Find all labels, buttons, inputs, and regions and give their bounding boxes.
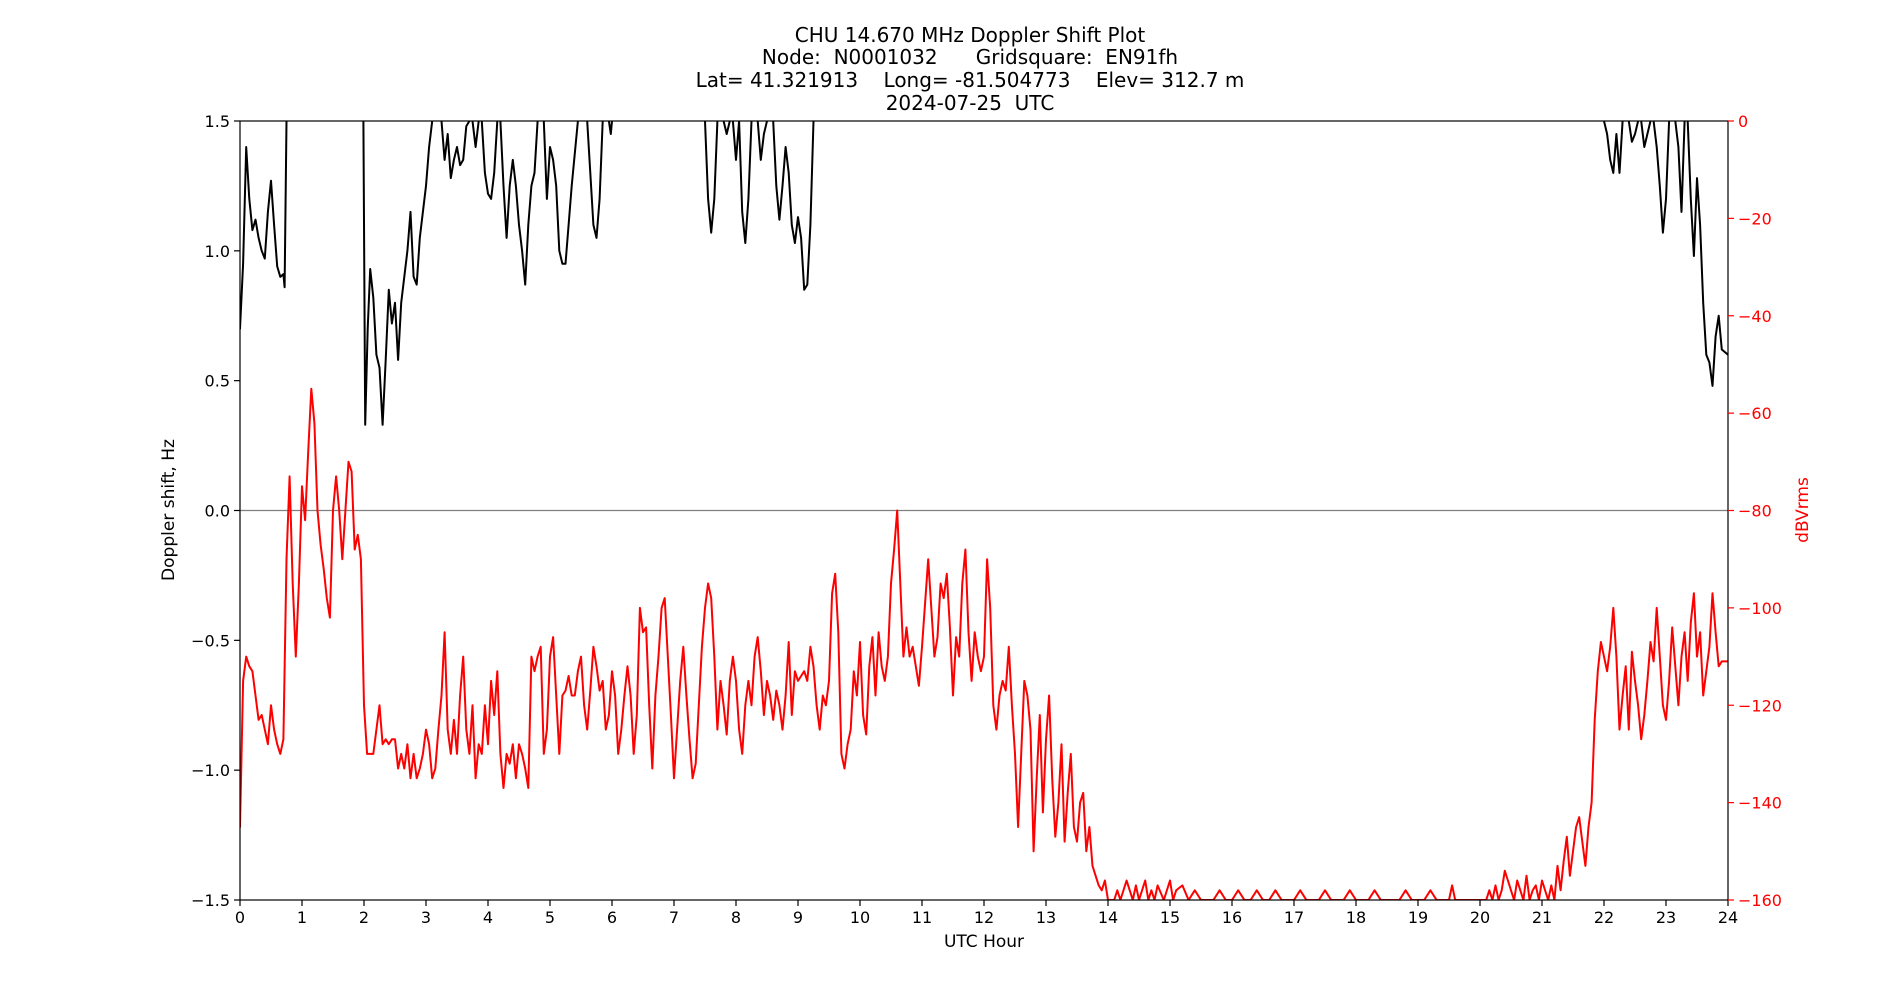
doppler-series-line — [1652, 121, 1671, 234]
x-tick-label: 7 — [669, 908, 679, 927]
title-line-1: CHU 14.670 MHz Doppler Shift Plot — [795, 23, 1146, 47]
doppler-series-line — [542, 121, 579, 265]
x-tick-label: 2 — [359, 908, 369, 927]
doppler-series-line — [756, 121, 768, 161]
y-tick-label: −1.0 — [191, 761, 230, 780]
x-tick-label: 9 — [793, 908, 803, 927]
x-axis: 0 1 2 3 4 5 6 7 8 9 10 11 12 13 14 15 16 17 18 19 20 21 22 23 24 — [235, 900, 1738, 927]
x-tick-label: 24 — [1718, 908, 1738, 927]
x-tick-label: 8 — [731, 908, 741, 927]
y2-tick-label: −100 — [1738, 599, 1782, 618]
title-line-4: 2024-07-25 UTC — [886, 91, 1055, 115]
doppler-series-line — [772, 121, 815, 291]
doppler-series-line — [1640, 121, 1652, 148]
x-tick-label: 5 — [545, 908, 555, 927]
doppler-series-line — [1674, 121, 1686, 213]
doppler-series-line — [722, 121, 731, 135]
x-tick-label: 13 — [1036, 908, 1056, 927]
left-y-axis: −1.5 −1.0 −0.5 0.0 0.5 1.0 1.5 — [191, 112, 240, 910]
doppler-series-line — [1686, 121, 1728, 387]
x-tick-label: 14 — [1098, 908, 1118, 927]
x-tick-label: 22 — [1594, 908, 1614, 927]
doppler-series-line — [731, 121, 753, 244]
doppler-series-line — [499, 121, 539, 286]
doppler-series-line — [480, 121, 499, 200]
y2-tick-label: −160 — [1738, 891, 1782, 910]
x-tick-label: 17 — [1284, 908, 1304, 927]
x-tick-label: 21 — [1532, 908, 1552, 927]
doppler-series-line — [1603, 121, 1624, 174]
x-tick-label: 10 — [850, 908, 870, 927]
doppler-series-line — [440, 121, 471, 180]
y-tick-label: 0.5 — [205, 372, 230, 391]
series-layer — [240, 121, 1728, 900]
y-tick-label: 1.5 — [205, 112, 230, 131]
x-axis-label: UTC Hour — [944, 932, 1024, 952]
x-tick-label: 1 — [297, 908, 307, 927]
x-tick-label: 18 — [1346, 908, 1366, 927]
doppler-series-line — [362, 121, 434, 426]
x-tick-label: 4 — [483, 908, 493, 927]
right-y-axis: −160 −140 −120 −100 −80 −60 −40 −20 0 — [1728, 112, 1782, 910]
x-tick-label: 15 — [1160, 908, 1180, 927]
doppler-series-line — [240, 121, 288, 330]
y-tick-label: 0.0 — [205, 502, 230, 521]
doppler-series-line — [704, 121, 719, 234]
x-tick-label: 19 — [1408, 908, 1428, 927]
y2-tick-label: −60 — [1738, 404, 1772, 423]
x-tick-label: 0 — [235, 908, 245, 927]
y2-tick-label: −140 — [1738, 794, 1782, 813]
title-line-3: Lat= 41.321913 Long= -81.504773 Elev= 31… — [696, 68, 1245, 92]
y-tick-label: −0.5 — [191, 631, 230, 650]
y-tick-label: 1.0 — [205, 242, 230, 261]
x-tick-label: 11 — [912, 908, 932, 927]
x-tick-label: 6 — [607, 908, 617, 927]
power-series-line — [240, 387, 1728, 900]
doppler-series-line — [607, 121, 613, 135]
y2-tick-label: −20 — [1738, 209, 1772, 228]
x-tick-label: 23 — [1656, 908, 1676, 927]
x-tick-label: 3 — [421, 908, 431, 927]
doppler-series-line — [1627, 121, 1640, 143]
doppler-series-line — [586, 121, 604, 239]
y2-axis-label: dBVrms — [1793, 477, 1813, 543]
y-tick-label: −1.5 — [191, 891, 230, 910]
x-tick-label: 12 — [974, 908, 994, 927]
y2-tick-label: 0 — [1738, 112, 1748, 131]
doppler-series-line — [471, 121, 480, 148]
y2-tick-label: −120 — [1738, 696, 1782, 715]
chart-title: CHU 14.670 MHz Doppler Shift Plot Node: … — [696, 23, 1245, 115]
x-tick-label: 20 — [1470, 908, 1490, 927]
title-line-2: Node: N0001032 Gridsquare: EN91fh — [762, 45, 1178, 69]
y2-tick-label: −40 — [1738, 307, 1772, 326]
y2-tick-label: −80 — [1738, 502, 1772, 521]
x-tick-label: 16 — [1222, 908, 1242, 927]
y-axis-label: Doppler shift, Hz — [159, 439, 179, 581]
